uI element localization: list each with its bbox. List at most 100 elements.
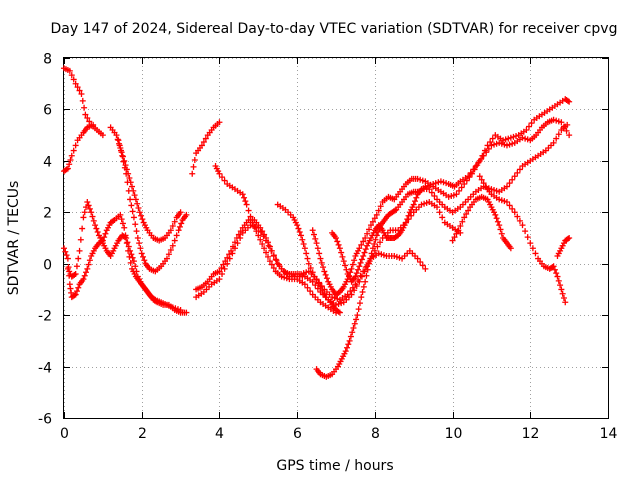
data-point: [550, 263, 557, 270]
data-point: [296, 229, 303, 235]
data-point: [123, 235, 130, 241]
data-point: [317, 283, 324, 290]
data-point: [171, 218, 178, 225]
data-point: [221, 177, 228, 184]
data-point: [553, 135, 560, 142]
data-point: [532, 250, 539, 257]
data-point: [140, 253, 147, 260]
data-point: [78, 91, 85, 97]
data-point: [461, 214, 468, 221]
data-point: [557, 282, 564, 289]
data-point: [163, 255, 170, 262]
data-point: [506, 180, 513, 187]
data-point: [344, 276, 351, 283]
series-arc-4: [64, 199, 190, 316]
data-point: [70, 147, 77, 154]
data-point: [110, 217, 117, 224]
data-point: [560, 295, 567, 301]
data-point: [141, 257, 148, 264]
data-point: [117, 211, 124, 218]
data-point: [90, 121, 97, 128]
data-point: [136, 209, 143, 216]
data-point: [564, 121, 571, 128]
data-point: [130, 214, 137, 221]
data-point: [70, 76, 77, 83]
data-point: [241, 194, 248, 201]
data-point: [134, 200, 141, 207]
y-tick-labels: 8 6 4 2 0 -2 -4 -6: [38, 52, 52, 428]
data-point: [73, 263, 80, 270]
data-point: [449, 237, 456, 244]
data-point: [113, 132, 120, 139]
data-point: [313, 240, 320, 247]
data-point: [364, 230, 371, 237]
data-point: [72, 142, 79, 149]
data-point: [131, 192, 138, 199]
data-point: [68, 152, 75, 159]
data-point: [167, 227, 174, 234]
data-point: [498, 230, 505, 237]
data-point: [301, 245, 308, 252]
data-point: [360, 253, 367, 259]
data-point: [77, 236, 84, 243]
data-point: [81, 104, 88, 111]
data-point: [480, 180, 487, 187]
data-point: [493, 215, 500, 222]
data-point: [463, 177, 470, 184]
data-point: [481, 147, 488, 154]
data-point: [342, 348, 349, 355]
data-point: [307, 288, 314, 295]
data-point: [263, 237, 270, 244]
data-point: [102, 230, 109, 237]
data-point: [554, 273, 561, 280]
data-point: [245, 207, 252, 214]
data-point: [371, 241, 378, 247]
data-point: [391, 207, 398, 214]
data-point: [336, 245, 343, 252]
data-point: [503, 199, 510, 205]
data-point: [371, 215, 378, 222]
data-point: [171, 237, 178, 244]
data-point: [79, 225, 86, 232]
data-point: [260, 233, 267, 240]
data-point: [566, 98, 573, 105]
data-point: [413, 194, 420, 201]
data-point: [173, 232, 180, 239]
x-tick-label: 14: [600, 426, 618, 442]
data-point: [522, 228, 529, 235]
data-point: [335, 308, 342, 315]
data-point: [436, 209, 443, 216]
data-point: [121, 234, 128, 241]
data-point: [86, 257, 93, 264]
data-point: [527, 240, 534, 247]
data-point: [239, 191, 246, 198]
data-point: [412, 198, 419, 205]
data-point: [136, 240, 143, 247]
data-point: [137, 245, 144, 252]
data-point: [79, 97, 86, 104]
data-point: [121, 164, 128, 171]
data-point: [555, 277, 562, 284]
data-point: [514, 169, 521, 176]
data-point: [93, 225, 100, 232]
series-arc-2: [61, 121, 97, 175]
data-point: [265, 242, 272, 249]
x-tick-label: 0: [60, 426, 69, 442]
data-point: [183, 309, 190, 316]
data-point: [115, 137, 122, 144]
data-point: [200, 139, 207, 145]
data-point: [243, 201, 250, 208]
data-point: [125, 187, 132, 194]
data-point: [270, 265, 277, 271]
data-point: [496, 222, 503, 229]
data-point: [566, 235, 573, 241]
data-point: [516, 166, 523, 173]
data-point: [126, 175, 133, 181]
y-axis-label: SDTVAR / TECUs: [6, 181, 22, 296]
data-point: [360, 283, 367, 290]
data-point: [63, 252, 70, 259]
data-point: [354, 312, 361, 319]
data-point: [351, 257, 358, 264]
data-point: [366, 260, 373, 267]
